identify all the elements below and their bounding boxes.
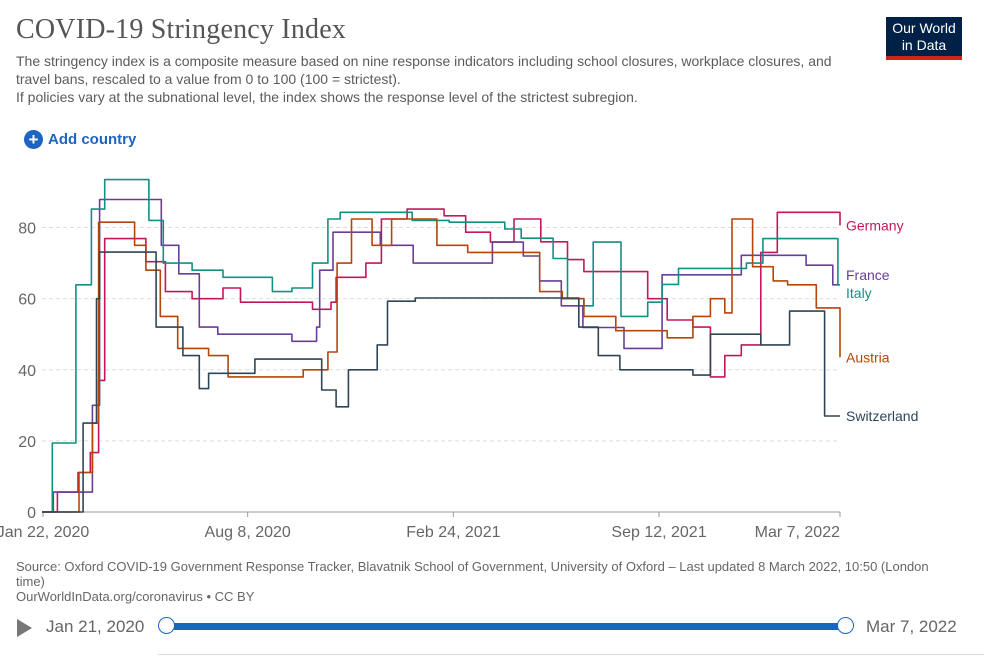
line-chart: 0 20 40 60 80 Jan 22, 2020 Aug 8, 2020 Feb 24, …: [0, 178, 918, 541]
play-icon[interactable]: [17, 619, 32, 637]
source-text: Source: Oxford COVID-19 Government Respo…: [16, 559, 929, 589]
chart-subtitle: The stringency index is a composite meas…: [16, 52, 856, 106]
y-tick-label: 80: [18, 221, 36, 238]
source-note: Source: Oxford COVID-19 Government Respo…: [16, 559, 936, 604]
add-country-label: Add country: [48, 131, 137, 148]
series-line-germany[interactable]: [42, 208, 841, 513]
series-label-france[interactable]: France: [846, 267, 890, 283]
source-url[interactable]: OurWorldInData.org/coronavirus • CC BY: [16, 589, 255, 604]
timeline-start-label: Jan 21, 2020: [46, 617, 145, 636]
series-label-germany[interactable]: Germany: [846, 217, 904, 233]
timeline-track[interactable]: [166, 623, 846, 630]
y-tick-label: 0: [27, 505, 36, 522]
series-label-italy[interactable]: Italy: [846, 285, 872, 301]
x-tick-label: Jan 22, 2020: [0, 524, 89, 541]
x-tick-label: Aug 8, 2020: [205, 524, 291, 541]
subtitle-line-2: If policies vary at the subnational leve…: [16, 89, 638, 105]
logo-line-2: in Data: [901, 37, 947, 53]
timeline-end-label: Mar 7, 2022: [866, 617, 957, 636]
footer-divider: [158, 654, 984, 659]
series-line-france[interactable]: [42, 198, 840, 513]
chart-title: COVID-19 Stringency Index: [16, 14, 347, 45]
owid-logo[interactable]: Our World in Data: [886, 17, 962, 60]
timeline-end-handle[interactable]: [837, 617, 854, 634]
add-country-button[interactable]: + Add country: [24, 130, 136, 149]
series-line-italy[interactable]: [42, 178, 840, 513]
series-label-austria[interactable]: Austria: [846, 349, 890, 365]
logo-line-1: Our World: [892, 20, 956, 36]
x-tick-label: Sep 12, 2021: [611, 524, 706, 541]
y-tick-label: 40: [18, 363, 36, 380]
plus-circle-icon: +: [24, 130, 43, 149]
series-line-switzerland[interactable]: [42, 251, 840, 513]
y-tick-label: 20: [18, 434, 36, 451]
timeline: Jan 21, 2020 Mar 7, 2022: [0, 610, 984, 658]
series-label-switzerland[interactable]: Switzerland: [846, 408, 918, 424]
timeline-start-handle[interactable]: [158, 617, 175, 634]
series-line-austria[interactable]: [42, 218, 841, 513]
x-tick-label: Feb 24, 2021: [406, 524, 500, 541]
y-tick-label: 60: [18, 292, 36, 309]
x-tick-label: Mar 7, 2022: [755, 524, 840, 541]
subtitle-line-1: The stringency index is a composite meas…: [16, 53, 832, 87]
